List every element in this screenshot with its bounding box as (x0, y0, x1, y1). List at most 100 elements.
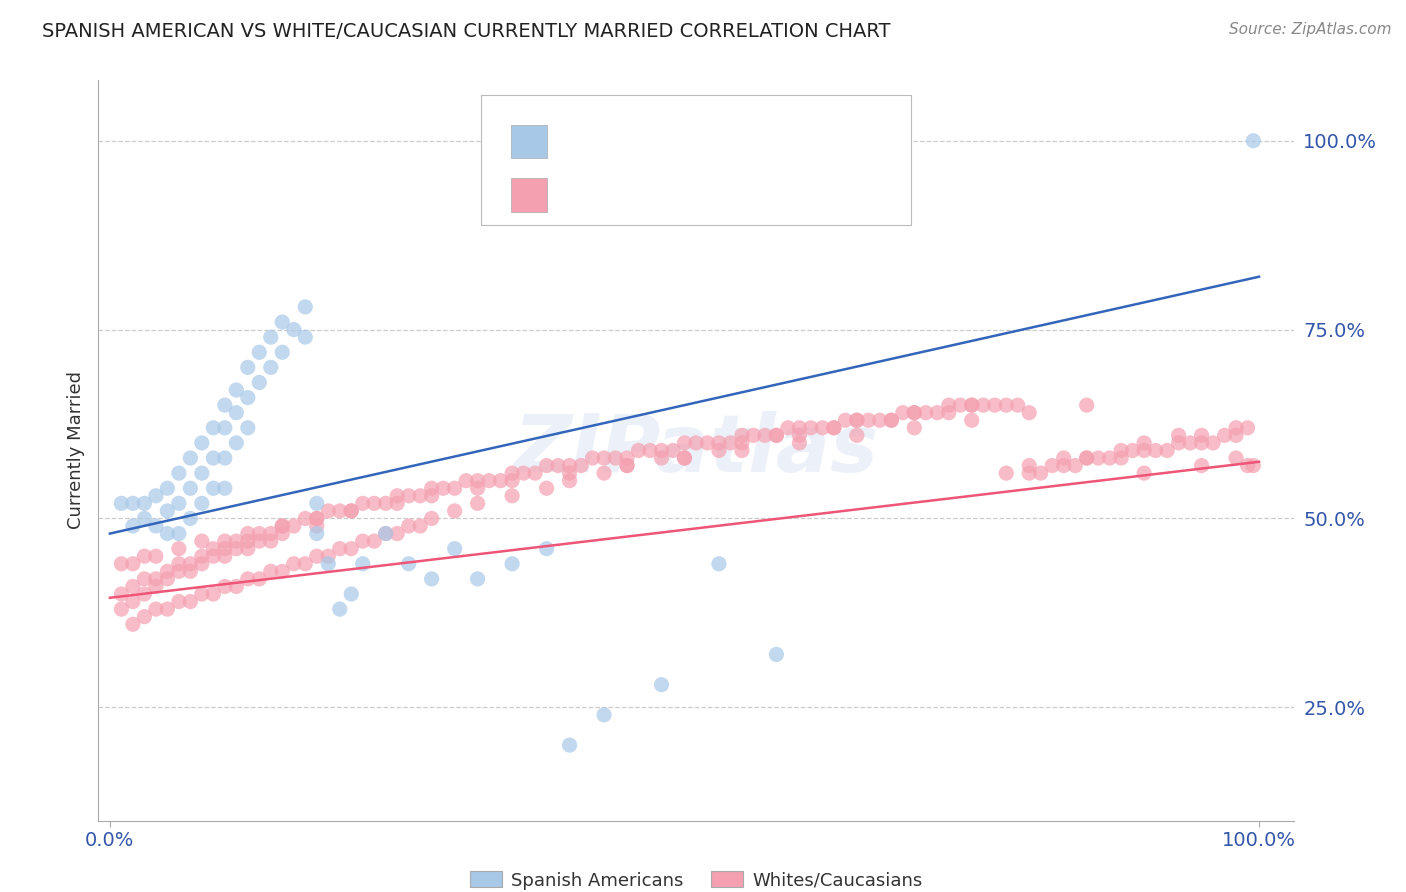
Point (823, 421, 845, 435)
Point (156, 504, 179, 518)
Point (1178, 436, 1201, 450)
Point (467, 572, 489, 586)
Point (329, 504, 352, 518)
Point (122, 579, 145, 593)
Point (409, 489, 432, 503)
Point (1018, 406, 1040, 420)
Point (616, 450, 638, 465)
Point (536, 541, 558, 556)
Point (294, 300, 316, 314)
Text: ZIPatlas: ZIPatlas (513, 411, 879, 490)
Text: N =  60: N = 60 (725, 126, 806, 145)
Point (156, 481, 179, 495)
Point (214, 481, 236, 495)
Point (145, 579, 167, 593)
Point (202, 481, 225, 495)
Point (294, 511, 316, 525)
Point (638, 443, 661, 458)
Point (294, 330, 316, 344)
Point (202, 587, 225, 601)
Point (110, 602, 132, 616)
Point (1167, 428, 1189, 442)
Point (605, 450, 627, 465)
Point (1241, 458, 1264, 473)
Point (156, 565, 179, 579)
Point (960, 398, 983, 412)
Point (1236, 458, 1258, 473)
Point (294, 557, 316, 571)
Point (329, 541, 352, 556)
Point (167, 557, 190, 571)
Point (858, 413, 880, 427)
Point (1144, 443, 1167, 458)
Point (179, 565, 201, 579)
Point (984, 398, 1007, 412)
Point (316, 549, 339, 564)
Point (236, 421, 259, 435)
Text: R = 0.957: R = 0.957 (558, 179, 664, 199)
Point (443, 481, 465, 495)
Point (1213, 428, 1236, 442)
Point (283, 557, 305, 571)
Point (145, 572, 167, 586)
Point (202, 450, 225, 465)
Point (765, 648, 787, 662)
Point (420, 481, 443, 495)
Point (283, 519, 305, 533)
Point (891, 406, 914, 420)
Point (236, 526, 259, 541)
Point (1053, 450, 1076, 465)
Point (352, 557, 374, 571)
Point (225, 579, 247, 593)
Point (191, 549, 214, 564)
Point (340, 504, 363, 518)
Point (1109, 450, 1132, 465)
Point (316, 504, 339, 518)
Point (260, 526, 283, 541)
Point (271, 565, 294, 579)
Point (1191, 458, 1213, 473)
Point (673, 436, 696, 450)
Point (489, 474, 512, 488)
Point (581, 450, 603, 465)
Point (650, 450, 672, 465)
Point (650, 443, 672, 458)
Point (1029, 466, 1052, 480)
Point (731, 436, 754, 450)
Point (1087, 450, 1109, 465)
Point (938, 406, 960, 420)
Point (685, 436, 707, 450)
Point (214, 534, 236, 549)
Point (340, 504, 363, 518)
Point (995, 466, 1018, 480)
Point (467, 481, 489, 495)
Point (765, 428, 787, 442)
Point (569, 458, 592, 473)
Point (467, 496, 489, 510)
Point (156, 602, 179, 616)
Point (949, 398, 972, 412)
Point (1018, 466, 1040, 480)
FancyBboxPatch shape (481, 95, 911, 225)
Point (707, 436, 730, 450)
Point (1076, 450, 1098, 465)
Text: R = 0.395: R = 0.395 (558, 126, 664, 145)
Point (420, 511, 443, 525)
Point (202, 549, 225, 564)
Point (145, 489, 167, 503)
Point (501, 557, 523, 571)
Point (1109, 443, 1132, 458)
Point (1133, 436, 1156, 450)
Point (1225, 450, 1247, 465)
Point (1040, 458, 1063, 473)
Point (1225, 428, 1247, 442)
Point (179, 450, 201, 465)
Text: N = 200: N = 200 (725, 179, 813, 199)
Point (374, 526, 396, 541)
Point (202, 541, 225, 556)
Point (1191, 436, 1213, 450)
Point (960, 413, 983, 427)
FancyBboxPatch shape (510, 125, 547, 159)
Point (305, 519, 328, 533)
Point (167, 565, 190, 579)
